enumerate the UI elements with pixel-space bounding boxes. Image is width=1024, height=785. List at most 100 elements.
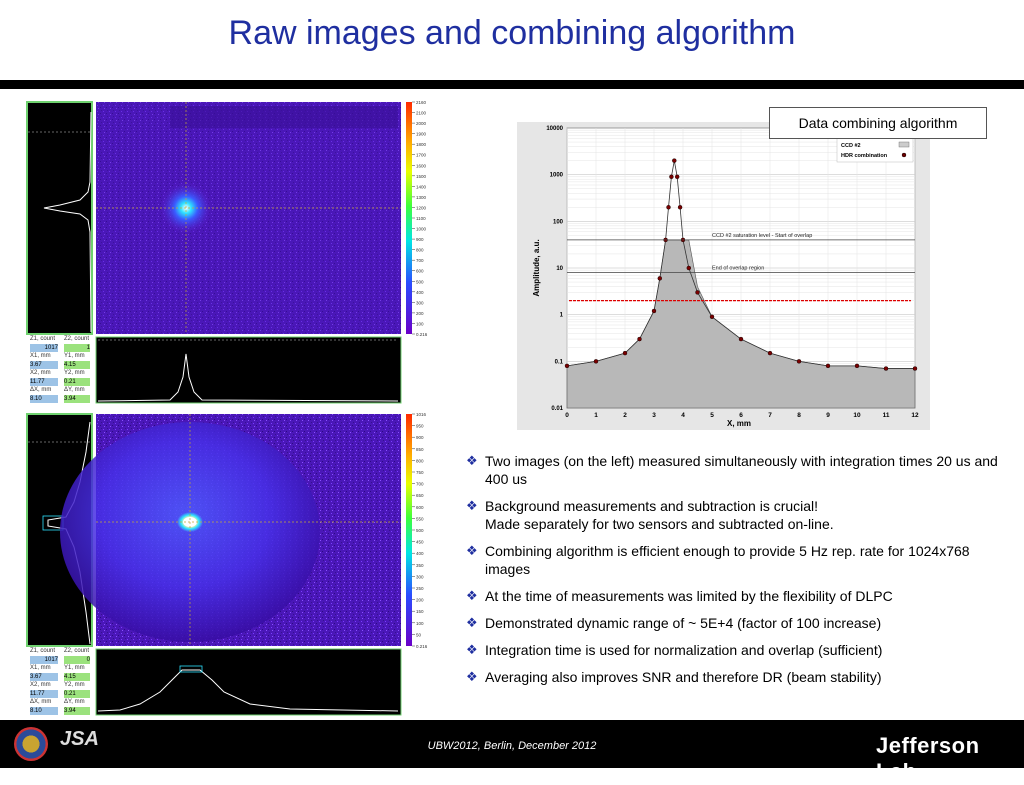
colorbar-2-ticks: 1016 950 900 850 800 750 700 650 600 550 500 450 400… — [412, 412, 428, 649]
hdr-point — [666, 205, 671, 210]
hdr-point — [593, 359, 599, 364]
colorbar-tick-label: 750 — [416, 470, 424, 475]
legend-hdr: HDR combination — [841, 153, 888, 159]
x1-value: 3.67 — [30, 361, 58, 369]
colorbar-tick-label: 1500 — [416, 174, 427, 179]
dx-label: ΔX, mm — [30, 387, 52, 393]
y-tick-label: 10 — [556, 266, 563, 272]
hdr-point — [677, 205, 683, 210]
callout-data-combining: Data combining algorithm — [769, 107, 987, 139]
bullet-diamond-icon: ❖ — [466, 615, 478, 630]
bullet-text: At the time of measurements was limited … — [485, 588, 893, 604]
colorbar-tick-label: 700 — [416, 482, 424, 487]
doe-seal-logo — [14, 727, 48, 761]
y1-label: Y1, mm — [64, 665, 85, 671]
chart-grid — [566, 128, 916, 409]
hdr-chart: CCD #2 saturation level - Start of overl… — [517, 122, 930, 430]
footer-bar — [0, 720, 1024, 768]
bullet-text: Background measurements and subtraction … — [485, 498, 819, 514]
x-tick-label: 11 — [883, 412, 890, 419]
bullet-text: Integration time is used for normalizati… — [485, 642, 883, 658]
y2-label: Y2, mm — [64, 370, 85, 376]
z1-value: 1017 — [30, 344, 58, 352]
annotation-text: End of overlap region — [712, 266, 764, 272]
hdr-point — [651, 308, 657, 314]
bullet-item: ❖ Demonstrated dynamic range of ~ 5E+4 (f… — [466, 614, 1006, 632]
y-tick-label: 0.01 — [551, 406, 563, 412]
colorbar-tick-label: 1600 — [416, 163, 427, 168]
colorbar-tick-label: 550 — [416, 516, 424, 521]
chart-x-axis-label: X, mm — [727, 419, 751, 428]
x2-value: 11.77 — [30, 378, 58, 386]
colorbar-tick-label: 300 — [416, 300, 424, 305]
hdr-point — [883, 366, 889, 371]
colorbar-tick-label: 300 — [416, 574, 424, 579]
dx-value: 8.10 — [30, 707, 58, 715]
hdr-point — [622, 350, 628, 356]
legend-ccd2: CCD #2 — [841, 143, 861, 149]
colorbar-tick-label: 950 — [416, 424, 424, 429]
colorbar-tick-label: 600 — [416, 269, 424, 274]
x-tick-label: 5 — [710, 412, 714, 419]
chart-y-axis-label: Amplitude, a.u. — [532, 239, 541, 296]
bullet-text: Combining algorithm is efficient enough … — [485, 543, 970, 577]
y-tick-label: 10000 — [546, 126, 563, 132]
dy-label: ΔY, mm — [64, 387, 85, 393]
colorbar-tick-label: 200 — [416, 311, 424, 316]
z2-value: 0 — [64, 656, 90, 664]
z2-label: Z2, count — [64, 336, 90, 342]
x-tick-label: 6 — [739, 412, 743, 419]
bullet-diamond-icon: ❖ — [466, 642, 478, 657]
colorbar-1-ticks: 2160 2100 2000 1900 1800 1700 1600 1500 1400 1300… — [412, 100, 428, 337]
chart-annotations: CCD #2 saturation level - Start of overl… — [567, 233, 915, 302]
hdr-point — [796, 359, 802, 364]
footer-text: UBW2012, Berlin, December 2012 — [427, 740, 597, 752]
bullet-list: ❖ Two images (on the left) measured simul… — [466, 452, 1006, 695]
colorbar-tick-label: 2160 — [416, 100, 427, 105]
bullet-item: ❖ Two images (on the left) measured simul… — [466, 452, 1006, 488]
colorbar-tick-label: 1700 — [416, 153, 427, 158]
colorbar-tick-label: 350 — [416, 563, 424, 568]
y-tick-label: 0.1 — [555, 359, 564, 365]
jsa-logo: JSA — [60, 728, 99, 750]
hdr-point — [738, 336, 744, 342]
y2-value: 0.21 — [64, 378, 90, 386]
colorbar-tick-label: 0.216 — [416, 644, 428, 649]
colorbar-tick-label: 900 — [416, 435, 424, 440]
bullet-diamond-icon: ❖ — [466, 543, 478, 558]
colorbar-tick-label: 1200 — [416, 205, 427, 210]
bullet-diamond-icon: ❖ — [466, 498, 478, 513]
x-tick-label: 7 — [768, 412, 772, 419]
colorbar-tick-label: 0.216 — [416, 332, 428, 337]
colorbar-tick-label: 400 — [416, 551, 424, 556]
x-tick-label: 8 — [797, 412, 801, 419]
y2-label: Y2, mm — [64, 682, 85, 688]
z1-value: 1017 — [30, 656, 58, 664]
colorbar-tick-label: 900 — [416, 237, 424, 242]
x2-label: X2, mm — [30, 370, 51, 376]
x1-label: X1, mm — [30, 665, 51, 671]
slide-title: Raw images and combining algorithm — [228, 14, 796, 52]
bullet-item: ❖ Background measurements and subtraction… — [466, 497, 1006, 533]
z1-label: Z1, count — [30, 336, 56, 342]
hdr-point — [672, 158, 677, 163]
bullet-text: Averaging also improves SNR and therefor… — [485, 669, 882, 685]
y-tick-label: 1000 — [550, 173, 564, 179]
hdr-point — [709, 314, 715, 320]
x2-label: X2, mm — [30, 682, 51, 688]
bullet-diamond-icon: ❖ — [466, 669, 478, 684]
colorbar-tick-label: 1800 — [416, 142, 427, 147]
bullet-text: Made separately for two sensors and subt… — [485, 516, 834, 532]
colorbar-tick-label: 500 — [416, 528, 424, 533]
x-tick-label: 12 — [911, 412, 919, 419]
bullet-item: ❖ Combining algorithm is efficient enough… — [466, 542, 1006, 578]
colorbar-tick-label: 1100 — [416, 216, 426, 221]
hdr-point — [686, 265, 692, 271]
colorbar-tick-label: 700 — [416, 258, 424, 263]
colorbar-tick-label: 450 — [416, 540, 424, 545]
dy-label: ΔY, mm — [64, 699, 85, 705]
y-tick-label: 1 — [560, 313, 564, 319]
title-divider-bar — [0, 80, 1024, 89]
bullet-item: ❖ Integration time is used for normalizat… — [466, 641, 1006, 659]
